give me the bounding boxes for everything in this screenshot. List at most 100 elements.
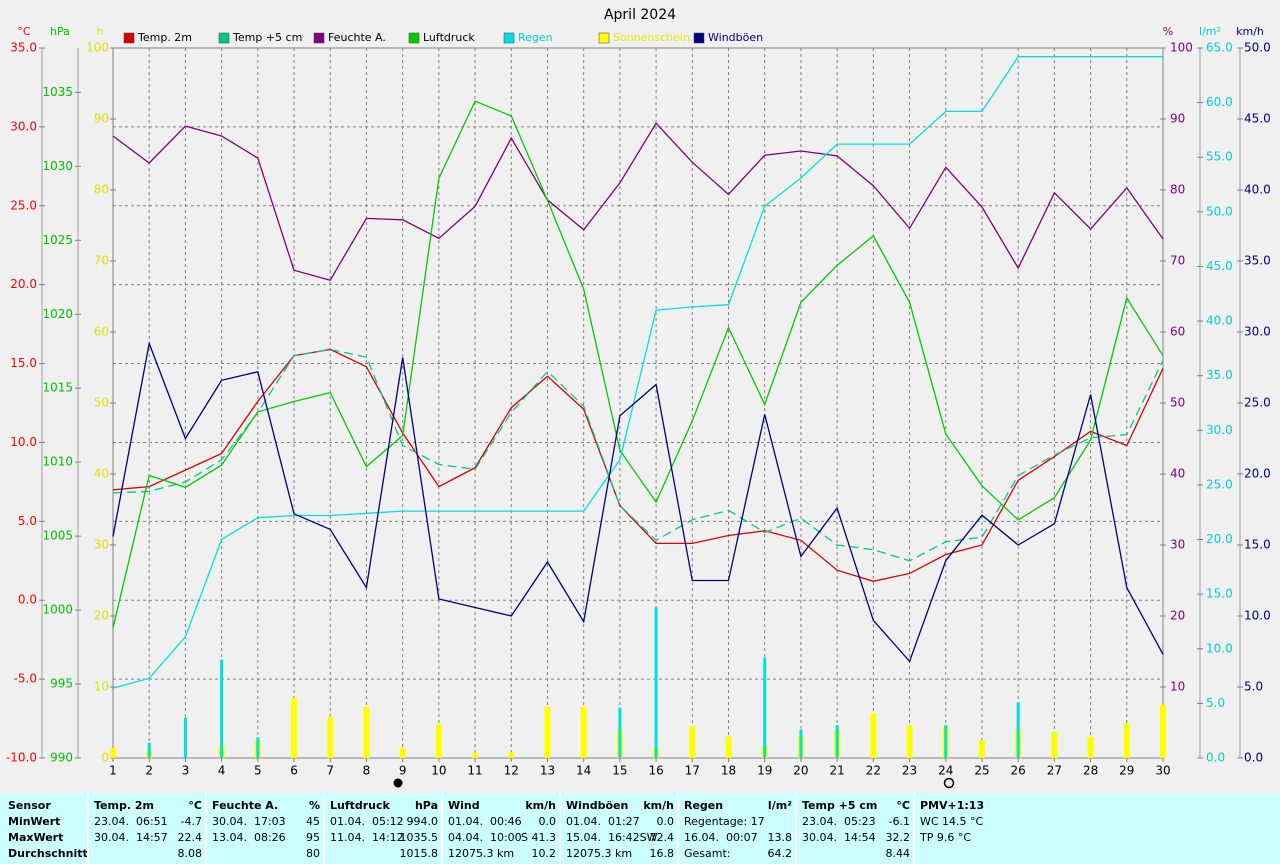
column-unit: km/h [525, 799, 556, 812]
lines [112, 56, 1164, 689]
bar [870, 713, 877, 758]
bar [580, 706, 587, 758]
y-tick-label: 1000 [42, 603, 73, 617]
bar [799, 729, 803, 758]
y-tick-label: 1020 [42, 307, 73, 321]
bar [110, 748, 116, 758]
chart-title: April 2024 [604, 7, 676, 23]
y-tick-label: 30 [94, 538, 109, 552]
legend-label: Temp +5 cm [232, 31, 302, 44]
y-tick-label: 30 [1170, 538, 1185, 552]
x-tick-label: 8 [363, 764, 371, 778]
bar [399, 748, 406, 758]
y-tick-label: 1010 [42, 455, 73, 469]
legend-swatch [598, 32, 610, 44]
y-tick-label: 50.0 [1206, 204, 1233, 218]
bar [472, 753, 479, 758]
column-title: Wind [448, 799, 480, 812]
y-tick-label: 0.0 [1206, 751, 1225, 765]
y-tick-label: 90 [1170, 112, 1185, 126]
y-tick-label: 25.0 [1244, 396, 1271, 410]
cell-value: -4.7 [181, 815, 202, 828]
bar [183, 717, 187, 758]
x-tick-label: 1 [109, 764, 117, 778]
y-tick-label: 80 [1170, 183, 1185, 197]
y-tick-label: 30.0 [10, 119, 37, 133]
y-tick-label: 45.0 [1244, 112, 1271, 126]
bar [291, 697, 298, 758]
y-tick-label: 35.0 [1206, 368, 1233, 382]
legend-swatch [313, 32, 325, 44]
x-tick-label: 14 [576, 764, 591, 778]
row-header: MaxWert [8, 831, 63, 844]
y-tick-label: 20 [94, 609, 109, 623]
y-tick-label: 0.0 [18, 593, 37, 607]
y-tick-label: 35.0 [1244, 254, 1271, 268]
cell-value: 8.08 [178, 847, 203, 860]
cell-value: 10.2 [532, 847, 557, 860]
bar [1123, 723, 1130, 758]
y-tick-label: 60 [94, 325, 109, 339]
column-title: Regen [684, 799, 723, 812]
bar [689, 726, 696, 758]
y-tick-label: 30.0 [1244, 325, 1271, 339]
cell-value: 45 [306, 815, 320, 828]
y-tick-label: 55.0 [1206, 150, 1233, 164]
y-tick-label: 1025 [42, 233, 73, 247]
bars [110, 607, 1166, 758]
bar [978, 740, 985, 758]
y-tick-label: 70 [1170, 254, 1185, 268]
cell-text: 16.04. 00:07 [684, 831, 758, 844]
y-tick-label: 10.0 [1206, 641, 1233, 655]
cell-text: Regentage: 17 [684, 815, 765, 828]
bar [654, 607, 658, 758]
column-unit: % [309, 799, 320, 812]
x-tick-label: 23 [902, 764, 917, 778]
series-line [112, 100, 1164, 628]
cell-text: 23.04. 05:23 [802, 815, 876, 828]
cell-value: 13.8 [768, 831, 793, 844]
y-tick-label: 15.0 [1206, 587, 1233, 601]
cell-value: -6.1 [889, 815, 910, 828]
y-tick-label: 45.0 [1206, 259, 1233, 273]
x-tick-label: 18 [721, 764, 736, 778]
table-background [0, 793, 1280, 864]
cell-text: 30.04. 14:54 [802, 831, 876, 844]
x-tick-label: 6 [290, 764, 298, 778]
x-tick-label: 9 [399, 764, 407, 778]
y-tick-label: 65.0 [1206, 41, 1233, 55]
x-tick-label: 19 [757, 764, 772, 778]
y-tick-label: 50.0 [1244, 41, 1271, 55]
x-tick-label: 22 [866, 764, 881, 778]
y-tick-label: 25.0 [10, 198, 37, 212]
y-tick-label: 20 [1170, 609, 1185, 623]
x-tick-label: 11 [467, 764, 482, 778]
cell-value: 1035.5 [400, 831, 439, 844]
x-tick-label: 20 [793, 764, 808, 778]
series-line [112, 348, 1164, 582]
y-tick-label: 15.0 [10, 356, 37, 370]
y-tick-label: 40 [94, 467, 109, 481]
cell-value: 95 [306, 831, 320, 844]
x-tick-label: 4 [218, 764, 226, 778]
cell-text: 04.04. 10:00 [448, 831, 522, 844]
y-tick-label: 40.0 [1206, 314, 1233, 328]
column-title: PMV+1:13 [920, 799, 984, 812]
column-unit: l/m² [768, 799, 792, 812]
axis-unit: hPa [50, 25, 70, 38]
y-tick-label: 1005 [42, 529, 73, 543]
cell-value: 64.2 [768, 847, 793, 860]
y-tick-label: 10 [94, 680, 109, 694]
cell-text: TP 9.6 °C [919, 831, 971, 844]
bar [944, 725, 948, 758]
cell-text: 15.04. 16:42SW [566, 831, 658, 844]
bar [618, 707, 622, 758]
cell-value: 80 [306, 847, 320, 860]
column-unit: °C [896, 799, 910, 812]
moon-full [393, 778, 403, 788]
bar [147, 742, 151, 758]
y-tick-label: 70 [94, 254, 109, 268]
axis-unit: °C [17, 25, 31, 38]
row-header: Durchschnitt [8, 847, 88, 860]
